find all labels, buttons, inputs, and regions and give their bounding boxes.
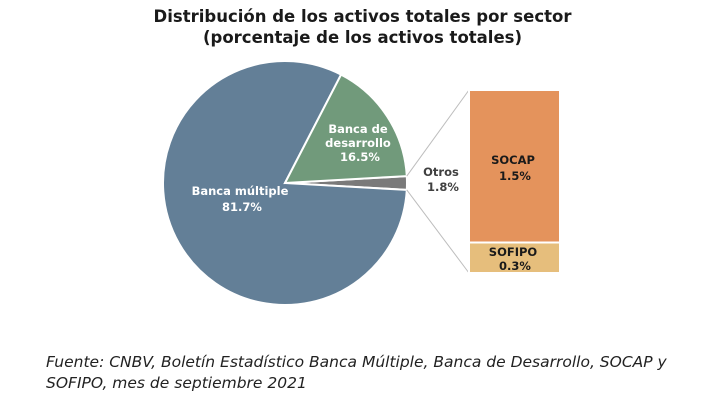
connector-line-bottom — [406, 189, 470, 274]
slice-label-banca-desarrollo: Banca de desarrollo 16.5% — [325, 122, 395, 164]
slice-label-otros: Otros 1.8% — [423, 165, 463, 194]
pie-slice-banca-desarrollo — [283, 73, 408, 185]
bar-segment-sofipo — [468, 241, 561, 274]
bar-label-socap: SOCAP 1.5% — [491, 153, 539, 183]
chart-title: Distribución de los activos totales por … — [0, 6, 725, 48]
chart-subtitle: (porcentaje de los activos totales) — [202, 28, 523, 47]
slice-label-banca-multiple: Banca múltiple 81.7% — [192, 184, 293, 214]
bar-label-sofipo: SOFIPO 0.3% — [489, 245, 541, 273]
chart-title-line1: Distribución de los activos totales por … — [153, 7, 572, 26]
connector-line-top — [406, 89, 470, 177]
source-note: Fuente: CNBV, Boletín Estadístico Banca … — [46, 353, 667, 392]
